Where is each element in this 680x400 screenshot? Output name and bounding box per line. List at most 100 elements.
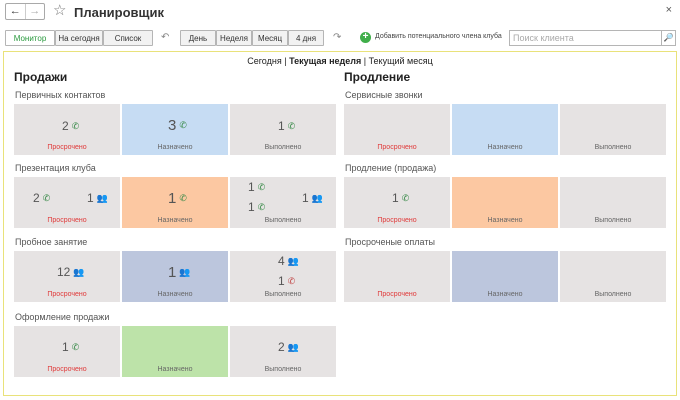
count-value[interactable]: 1 ✆ xyxy=(168,191,187,206)
status-cell-assigned[interactable]: 1 ✆ Назначено xyxy=(122,177,228,228)
phone-icon: ✆ xyxy=(71,341,80,352)
section-label: Оформление продажи xyxy=(15,312,110,322)
search-icon[interactable]: 🔎 xyxy=(662,30,676,46)
people-icon: 👥 xyxy=(73,266,85,277)
status-cell-assigned[interactable]: 1 👥 Назначено xyxy=(122,251,228,302)
count-number: 1 xyxy=(168,264,177,281)
status-cell-done[interactable]: Выполнено xyxy=(560,251,666,302)
phone-icon: ✆ xyxy=(42,192,51,203)
count-number: 1 xyxy=(302,191,309,205)
people-icon: 👥 xyxy=(287,255,299,266)
period-today[interactable]: Сегодня xyxy=(247,56,282,66)
status-label-overdue: Просрочено xyxy=(47,366,87,373)
status-label-assigned: Назначено xyxy=(157,144,193,151)
count-value[interactable]: 1 ✆ xyxy=(278,120,295,132)
day-button[interactable]: День xyxy=(180,30,216,46)
status-label-assigned: Назначено xyxy=(157,291,193,298)
count-value[interactable]: 2 ✆ xyxy=(33,192,50,204)
count-value[interactable]: 1 ✆ xyxy=(248,201,265,213)
four-days-button[interactable]: 4 дня xyxy=(288,30,324,46)
section-label: Презентация клуба xyxy=(15,163,96,173)
phone-icon: ✆ xyxy=(401,192,410,203)
status-cell-overdue[interactable]: 12 👥 Просрочено xyxy=(14,251,120,302)
phone-icon: ✆ xyxy=(287,120,296,131)
people-icon: 👥 xyxy=(311,192,323,203)
phone-icon: ✆ xyxy=(179,193,187,203)
count-value[interactable]: 1 👥 xyxy=(87,192,108,204)
star-icon[interactable]: ☆ xyxy=(53,2,67,19)
count-value[interactable]: 1 👥 xyxy=(302,192,323,204)
week-button[interactable]: Неделя xyxy=(216,30,252,46)
count-number: 1 xyxy=(248,200,255,214)
count-number: 1 xyxy=(392,191,399,205)
count-number: 2 xyxy=(33,191,40,205)
phone-icon: ✆ xyxy=(257,181,266,192)
status-label-assigned: Назначено xyxy=(157,366,193,373)
period-week[interactable]: Текущая неделя xyxy=(289,56,362,66)
status-cell-assigned[interactable]: Назначено xyxy=(452,177,558,228)
period-month[interactable]: Текущий месяц xyxy=(368,56,433,66)
search-input[interactable]: Поиск клиента xyxy=(509,30,662,46)
section-label: Сервисные звонки xyxy=(345,90,423,100)
status-label-overdue: Просрочено xyxy=(377,217,417,224)
status-cell-overdue[interactable]: 2 ✆ 1 👥 Просрочено xyxy=(14,177,120,228)
count-number: 2 xyxy=(62,119,69,133)
count-number: 1 xyxy=(278,119,285,133)
add-icon[interactable]: + xyxy=(360,32,371,43)
status-cell-assigned[interactable]: 3 ✆ Назначено xyxy=(122,104,228,155)
status-label-done: Выполнено xyxy=(264,144,302,151)
status-label-done: Выполнено xyxy=(594,291,632,298)
monitor-button[interactable]: Монитор xyxy=(5,30,55,46)
status-cell-overdue[interactable]: 1 ✆ Просрочено xyxy=(344,177,450,228)
status-cell-assigned[interactable]: Назначено xyxy=(452,251,558,302)
count-value[interactable]: 1 ✆ xyxy=(278,275,295,287)
toolbar: Монитор На сегодня Список ↶ День Неделя … xyxy=(0,30,680,46)
close-icon[interactable]: × xyxy=(665,4,672,16)
status-cell-assigned[interactable]: Назначено xyxy=(122,326,228,377)
count-number: 1 xyxy=(168,190,177,207)
count-number: 1 xyxy=(278,274,285,288)
status-cell-overdue[interactable]: 1 ✆ Просрочено xyxy=(14,326,120,377)
people-icon: 👥 xyxy=(96,192,108,203)
count-value[interactable]: 2 👥 xyxy=(278,341,299,353)
forward-button[interactable]: → xyxy=(24,4,45,19)
status-cell-done[interactable]: 1 ✆ Выполнено xyxy=(230,104,336,155)
count-value[interactable]: 3 ✆ xyxy=(168,118,187,133)
status-label-done: Выполнено xyxy=(264,291,302,298)
count-value[interactable]: 4 👥 xyxy=(278,255,299,267)
today-button[interactable]: На сегодня xyxy=(55,30,103,46)
share-icon[interactable]: ↷ xyxy=(333,32,342,43)
count-number: 1 xyxy=(87,191,94,205)
status-cell-overdue[interactable]: 2 ✆ Просрочено xyxy=(14,104,120,155)
status-cell-done[interactable]: 1 ✆ 1 ✆ 1 👥 Выполнено xyxy=(230,177,336,228)
list-button[interactable]: Список xyxy=(103,30,153,46)
sales-title: Продажи xyxy=(14,70,68,84)
count-number: 2 xyxy=(278,340,285,354)
status-cell-done[interactable]: Выполнено xyxy=(560,177,666,228)
period-switcher: Сегодня | Текущая неделя | Текущий месяц xyxy=(4,56,676,66)
count-value[interactable]: 1 ✆ xyxy=(62,341,79,353)
status-cell-done[interactable]: Выполнено xyxy=(560,104,666,155)
status-cell-overdue[interactable]: Просрочено xyxy=(344,104,450,155)
status-label-done: Выполнено xyxy=(594,217,632,224)
missed-call-icon: ✆ xyxy=(287,275,296,286)
month-button[interactable]: Месяц xyxy=(252,30,288,46)
section-label: Продление (продажа) xyxy=(345,163,437,173)
status-cell-done[interactable]: 2 👥 Выполнено xyxy=(230,326,336,377)
undo-icon[interactable]: ↶ xyxy=(161,32,170,43)
count-value[interactable]: 2 ✆ xyxy=(62,120,79,132)
status-label-done: Выполнено xyxy=(264,366,302,373)
status-cell-done[interactable]: 4 👥 1 ✆ Выполнено xyxy=(230,251,336,302)
status-label-overdue: Просрочено xyxy=(47,217,87,224)
count-value[interactable]: 1 ✆ xyxy=(392,192,409,204)
count-value[interactable]: 12 👥 xyxy=(57,266,85,278)
count-value[interactable]: 1 ✆ xyxy=(248,181,265,193)
status-cell-overdue[interactable]: Просрочено xyxy=(344,251,450,302)
status-label-overdue: Просрочено xyxy=(377,144,417,151)
status-cell-assigned[interactable]: Назначено xyxy=(452,104,558,155)
section-label: Пробное занятие xyxy=(15,237,88,247)
count-number: 1 xyxy=(62,340,69,354)
add-member-link[interactable]: Добавить потенциального члена клуба xyxy=(375,33,502,40)
back-button[interactable]: ← xyxy=(9,5,21,17)
count-value[interactable]: 1 👥 xyxy=(168,265,191,280)
